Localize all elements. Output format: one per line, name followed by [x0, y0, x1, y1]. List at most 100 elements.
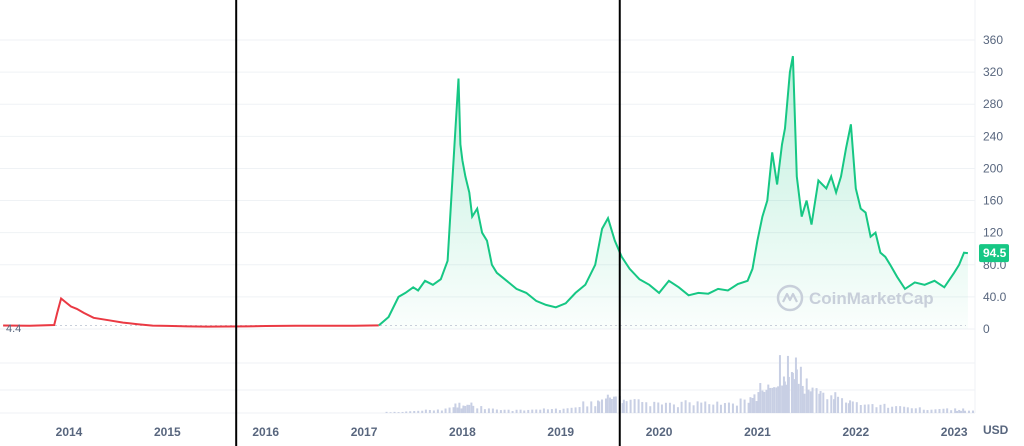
volume-bar — [546, 409, 549, 413]
volume-bar — [855, 402, 858, 413]
y-tick-label: 320 — [983, 65, 1003, 79]
volume-bar — [922, 409, 925, 413]
x-tick-label: 2021 — [744, 425, 771, 439]
volume-bar — [452, 407, 455, 413]
volume-bar — [906, 407, 909, 413]
y-tick-label: 200 — [983, 161, 1003, 175]
volume-bar — [727, 402, 730, 413]
volume-bar — [875, 407, 878, 413]
volume-bar — [466, 404, 469, 413]
volume-bar — [688, 402, 691, 413]
volume-bar — [462, 405, 465, 413]
volume-bar — [554, 408, 557, 413]
volume-bar — [578, 407, 581, 413]
volume-bar — [751, 397, 754, 413]
volume-bar — [653, 401, 656, 413]
volume-bar — [570, 407, 573, 413]
volume-bar — [657, 402, 660, 413]
volume-bar — [771, 387, 774, 413]
volume-bar — [460, 408, 463, 413]
x-tick-label: 2015 — [154, 425, 181, 439]
volume-bar — [519, 409, 522, 413]
volume-bar — [527, 409, 530, 413]
volume-bar — [708, 404, 711, 413]
volume-bar — [499, 410, 502, 413]
volume-bar — [834, 392, 837, 413]
volume-bar — [424, 409, 427, 413]
volume-bar — [436, 409, 439, 413]
volume-bar — [934, 409, 937, 413]
volume-bar — [818, 393, 821, 413]
volume-bar — [946, 408, 949, 413]
volume-bar — [389, 412, 392, 413]
volume-bar — [778, 355, 781, 413]
volume-bar — [755, 401, 758, 413]
volume-bar — [914, 408, 917, 413]
volume-bar — [765, 389, 768, 413]
volume-bar — [962, 408, 965, 413]
volume-bar — [594, 406, 597, 413]
volume-bar — [801, 385, 804, 413]
volume-bar — [421, 410, 424, 413]
volume-bar — [930, 409, 933, 413]
volume-bar — [507, 409, 510, 413]
volume-bar — [448, 407, 451, 413]
volume-bar — [955, 410, 958, 413]
volume-bar — [867, 404, 870, 413]
volume-bar — [542, 408, 545, 413]
volume-bar — [811, 387, 814, 413]
volume-bar — [660, 404, 663, 413]
volume-bar — [963, 410, 966, 413]
volume-bar — [859, 405, 862, 413]
volume-bar — [783, 381, 786, 413]
volume-bar — [613, 396, 616, 413]
volume-bar — [511, 411, 514, 413]
volume-bar — [879, 404, 882, 413]
volume-bar — [767, 384, 770, 413]
volume-bar — [795, 369, 798, 413]
volume-bar — [781, 385, 784, 413]
y-tick-label: 160 — [983, 194, 1003, 208]
volume-bars — [385, 355, 974, 413]
volume-bar — [761, 390, 764, 413]
volume-bar — [833, 399, 836, 413]
volume-bar — [393, 411, 396, 413]
volume-bar — [785, 384, 788, 413]
volume-bar — [938, 409, 941, 413]
volume-bar — [606, 394, 609, 413]
volume-bar — [601, 399, 604, 413]
volume-bar — [942, 408, 945, 413]
volume-bar — [887, 407, 890, 413]
volume-bar — [723, 403, 726, 413]
volume-bar — [863, 404, 866, 413]
volume-bar — [696, 401, 699, 413]
volume-bar — [440, 410, 443, 413]
x-tick-label: 2017 — [351, 425, 378, 439]
volume-bar — [483, 409, 486, 413]
volume-bar — [822, 392, 825, 413]
volume-bar — [464, 405, 467, 413]
volume-bar — [757, 392, 760, 413]
volume-bar — [809, 391, 812, 413]
volume-bar — [562, 408, 565, 413]
volume-bar — [625, 401, 628, 413]
volume-bar — [910, 408, 913, 413]
volume-bar — [480, 406, 483, 413]
volume-bar — [692, 405, 695, 413]
x-tick-label: 2020 — [646, 425, 673, 439]
volume-bar — [413, 410, 416, 413]
volume-bar — [605, 398, 608, 413]
volume-bar — [791, 372, 794, 413]
volume-bar — [797, 383, 800, 413]
volume-bar — [621, 403, 624, 413]
volume-bar — [739, 398, 742, 413]
volume-bar — [743, 399, 746, 413]
volume-bar — [609, 397, 612, 413]
volume-bar — [807, 389, 810, 413]
volume-bar — [531, 409, 534, 413]
volume-bar — [668, 402, 671, 413]
volume-bar — [799, 366, 802, 413]
volume-bar — [539, 409, 542, 413]
volume-bar — [633, 399, 636, 413]
